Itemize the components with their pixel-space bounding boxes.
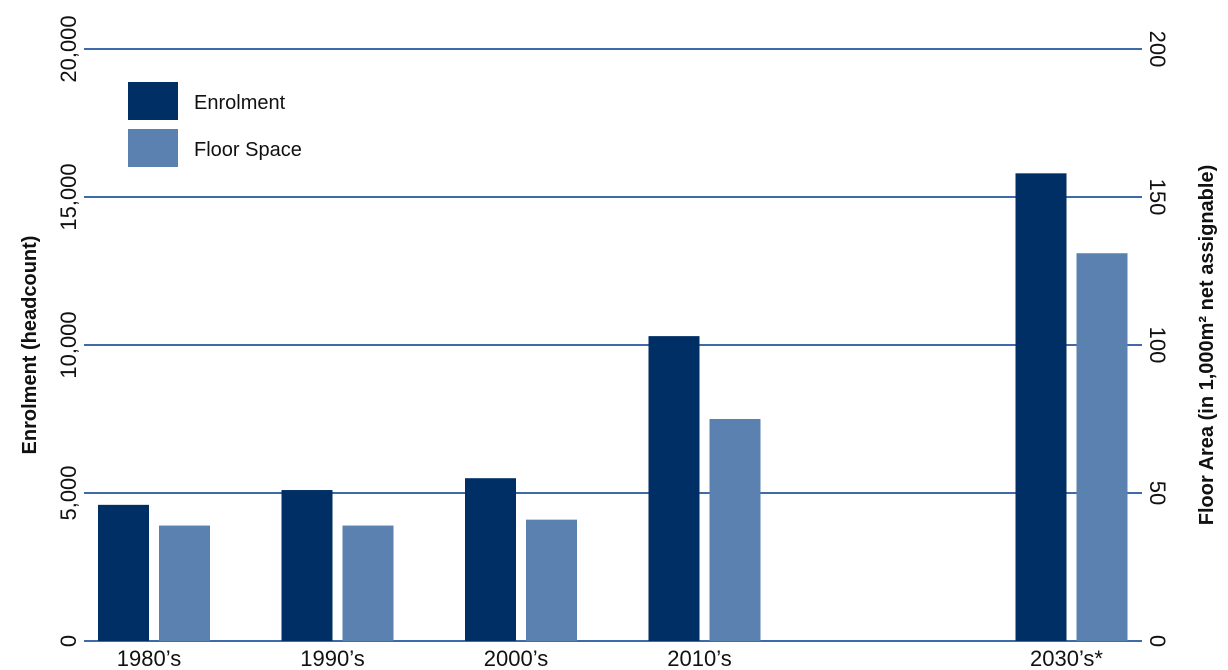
bar-floor-space bbox=[1076, 253, 1128, 642]
x-tick-label: 2010’s bbox=[667, 646, 731, 670]
tick-labels: 0 5,000 10,000 15,000 20,000 0 50 100 150 200 1980… bbox=[56, 15, 1170, 670]
x-tick-label: 2000’s bbox=[484, 646, 548, 670]
x-tick-label: 1980’s bbox=[117, 646, 181, 670]
right-tick-label: 200 bbox=[1145, 31, 1170, 68]
x-tick-label: 1990’s bbox=[300, 646, 364, 670]
bar-enrolment bbox=[465, 478, 516, 641]
left-tick-label: 20,000 bbox=[56, 15, 81, 82]
bar-enrolment bbox=[98, 504, 149, 641]
right-tick-label: 0 bbox=[1145, 635, 1170, 647]
left-tick-label: 5,000 bbox=[56, 465, 81, 520]
gridlines bbox=[84, 48, 1142, 642]
bar-floor-space bbox=[526, 519, 577, 641]
left-tick-label: 10,000 bbox=[56, 311, 81, 378]
legend-label-floor-space: Floor Space bbox=[194, 139, 302, 161]
right-axis-title: Floor Area (in 1,000m² net assignable) bbox=[1196, 165, 1218, 525]
left-axis-title: Enrolment (headcount) bbox=[19, 236, 41, 455]
left-tick-label: 15,000 bbox=[56, 163, 81, 230]
bar-floor-space bbox=[159, 525, 210, 641]
legend: Enrolment Floor Space bbox=[128, 82, 302, 167]
left-tick-label: 0 bbox=[56, 635, 81, 647]
legend-label-enrolment: Enrolment bbox=[194, 92, 286, 114]
right-tick-label: 50 bbox=[1145, 481, 1170, 505]
bar-enrolment bbox=[648, 336, 700, 641]
right-tick-label: 150 bbox=[1145, 179, 1170, 216]
bars bbox=[98, 173, 1128, 642]
right-tick-label: 100 bbox=[1145, 327, 1170, 364]
bar-floor-space bbox=[342, 525, 394, 641]
bar-floor-space bbox=[709, 419, 761, 641]
bar-enrolment bbox=[1015, 173, 1067, 641]
legend-swatch-enrolment bbox=[128, 82, 178, 120]
legend-swatch-floor-space bbox=[128, 129, 178, 167]
x-tick-label: 2030’s* bbox=[1030, 646, 1103, 670]
bar-enrolment bbox=[281, 490, 333, 641]
